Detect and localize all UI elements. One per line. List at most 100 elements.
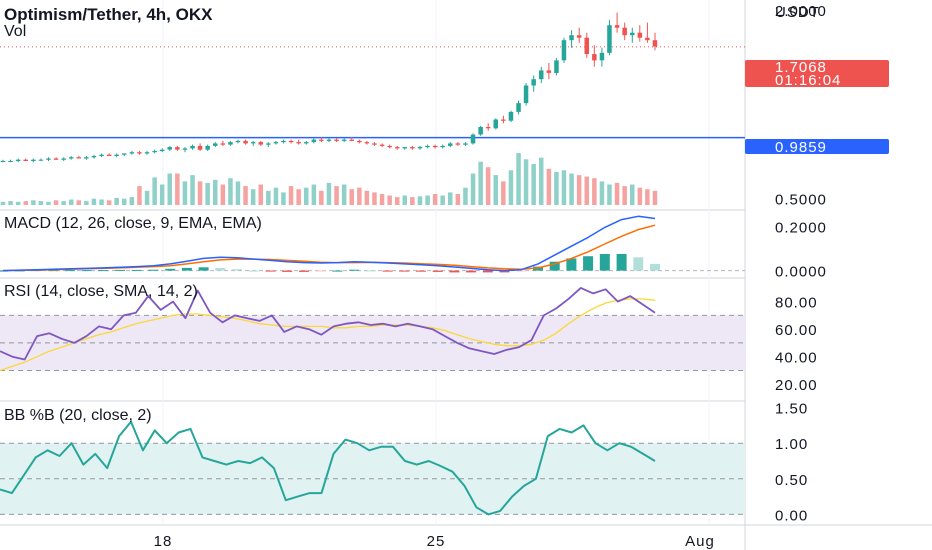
candle-body[interactable]: [349, 139, 355, 141]
candle-body[interactable]: [129, 152, 135, 154]
candle-body[interactable]: [448, 143, 453, 146]
candle-body[interactable]: [38, 159, 44, 161]
candle-body[interactable]: [607, 25, 612, 53]
candle-body[interactable]: [455, 143, 461, 145]
candle-body[interactable]: [175, 147, 180, 150]
candle-body[interactable]: [485, 127, 491, 129]
candle-body[interactable]: [523, 85, 529, 104]
candle-body[interactable]: [152, 150, 157, 153]
candle-body[interactable]: [122, 153, 127, 155]
candle-body[interactable]: [296, 142, 301, 144]
macd-histogram-bar: [349, 269, 360, 271]
candle-body[interactable]: [228, 142, 233, 145]
candle-body[interactable]: [190, 145, 195, 149]
candle-body[interactable]: [288, 140, 294, 143]
horizontal-line-tag: [745, 139, 889, 154]
candle-body[interactable]: [281, 140, 286, 143]
candle-body[interactable]: [470, 134, 476, 144]
candle-body[interactable]: [622, 27, 627, 36]
candle-body[interactable]: [546, 70, 552, 73]
candle-body[interactable]: [235, 140, 241, 143]
candle-body[interactable]: [372, 143, 377, 145]
candle-body[interactable]: [213, 143, 218, 146]
volume-bar: [630, 184, 635, 205]
candle-body[interactable]: [326, 139, 332, 141]
candle-body[interactable]: [114, 154, 119, 156]
candle-body[interactable]: [8, 161, 13, 162]
candle-body[interactable]: [357, 140, 362, 143]
candle-body[interactable]: [144, 152, 150, 154]
candle-body[interactable]: [387, 145, 392, 148]
candle-body[interactable]: [576, 35, 582, 38]
candle-body[interactable]: [561, 40, 567, 61]
candle-body[interactable]: [69, 157, 74, 159]
bb-axis-tick: 1.50: [775, 401, 808, 418]
candle-body[interactable]: [76, 157, 82, 159]
candle-body[interactable]: [425, 145, 430, 148]
candle-body[interactable]: [53, 158, 59, 160]
candle-body[interactable]: [167, 147, 173, 150]
volume-bar: [440, 195, 445, 205]
candle-body[interactable]: [84, 157, 89, 159]
candle-body[interactable]: [516, 103, 521, 112]
candle-body[interactable]: [182, 148, 188, 150]
candle-body[interactable]: [569, 35, 574, 41]
volume-bar: [607, 184, 612, 205]
candle-body[interactable]: [599, 52, 605, 61]
candle-body[interactable]: [417, 147, 423, 149]
candle-body[interactable]: [334, 139, 339, 141]
candle-body[interactable]: [463, 143, 468, 145]
candle-body[interactable]: [395, 147, 400, 149]
candle-body[interactable]: [250, 142, 256, 144]
candle-body[interactable]: [554, 60, 559, 73]
macd-histogram-bar: [332, 270, 343, 272]
candle-body[interactable]: [137, 152, 142, 154]
candle-body[interactable]: [493, 119, 499, 129]
candle-body[interactable]: [258, 142, 264, 145]
candle-body[interactable]: [106, 154, 112, 156]
candle-body[interactable]: [159, 149, 165, 151]
candle-body[interactable]: [99, 154, 104, 156]
candle-body[interactable]: [0, 161, 6, 162]
candle-body[interactable]: [402, 147, 408, 149]
candle-body[interactable]: [243, 140, 248, 144]
candle-body[interactable]: [266, 143, 271, 145]
candle-body[interactable]: [652, 40, 658, 47]
candle-body[interactable]: [197, 145, 203, 150]
candle-body[interactable]: [220, 143, 226, 145]
candle-body[interactable]: [637, 32, 643, 38]
candle-body[interactable]: [432, 145, 438, 148]
candle-body[interactable]: [205, 145, 210, 150]
candle-body[interactable]: [379, 144, 385, 146]
candle-body[interactable]: [364, 142, 370, 144]
candle-body[interactable]: [311, 139, 317, 143]
candle-body[interactable]: [273, 142, 279, 144]
candle-body[interactable]: [23, 159, 29, 161]
candle-body[interactable]: [31, 159, 36, 161]
candle-body[interactable]: [61, 158, 66, 160]
candle-body[interactable]: [46, 158, 51, 160]
candle-body[interactable]: [614, 25, 620, 28]
candle-body[interactable]: [584, 37, 590, 54]
volume-bar: [220, 184, 226, 205]
macd-histogram-bar: [549, 261, 560, 271]
candle-body[interactable]: [645, 37, 650, 41]
bb-title: BB %B (20, close, 2): [4, 407, 152, 424]
candle-body[interactable]: [539, 70, 544, 80]
candle-body[interactable]: [304, 142, 309, 144]
candle-body[interactable]: [592, 54, 597, 61]
volume-bar: [159, 184, 165, 205]
candle-body[interactable]: [478, 127, 483, 135]
candle-body[interactable]: [341, 139, 347, 141]
candle-body[interactable]: [440, 145, 445, 148]
candle-body[interactable]: [508, 111, 514, 121]
candle-body[interactable]: [410, 147, 415, 149]
candle-body[interactable]: [91, 156, 97, 158]
volume-bar: [235, 181, 241, 205]
candle-body[interactable]: [630, 32, 635, 36]
candle-body[interactable]: [319, 139, 324, 141]
candle-body[interactable]: [531, 79, 536, 86]
candle-body[interactable]: [501, 119, 506, 121]
candle-body[interactable]: [15, 159, 21, 161]
